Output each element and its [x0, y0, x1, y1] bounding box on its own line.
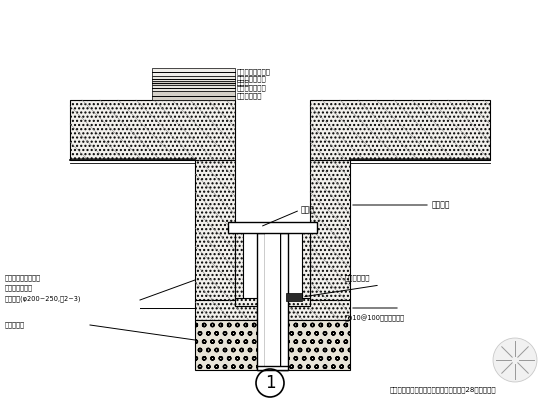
Bar: [70, 100, 235, 160]
Text: 钢管盖: 钢管盖: [301, 206, 315, 214]
Text: 降水钢管(φ200~250,厚2~3): 降水钢管(φ200~250,厚2~3): [5, 296, 82, 302]
Bar: [152, 91, 235, 100]
Bar: [257, 233, 265, 370]
Text: 粗砂、碎石: 粗砂、碎石: [5, 322, 25, 328]
Bar: [195, 320, 350, 370]
Bar: [257, 366, 288, 370]
Text: 自防水混凝土底板: 自防水混凝土底板: [237, 69, 271, 75]
Bar: [152, 81, 235, 85]
Bar: [152, 68, 235, 76]
Bar: [195, 300, 350, 320]
Bar: [302, 230, 310, 300]
Circle shape: [493, 338, 537, 382]
Text: 地下室底板施工完毕: 地下室底板施工完毕: [5, 275, 41, 281]
Bar: [243, 230, 302, 298]
Text: 水泥砂浆找平层: 水泥砂浆找平层: [237, 85, 267, 91]
Text: 水久砖槽: 水久砖槽: [432, 200, 450, 210]
Text: 插入级配碎石段: 插入级配碎石段: [5, 285, 33, 291]
Text: 注：降水钢管盖在地下室后浇带浇筑完毕28天后盖塞。: 注：降水钢管盖在地下室后浇带浇筑完毕28天后盖塞。: [390, 387, 497, 393]
Text: 1: 1: [265, 374, 276, 392]
Bar: [265, 233, 280, 370]
Bar: [152, 85, 235, 91]
Bar: [286, 293, 302, 301]
Text: 素混凝土垫层: 素混凝土垫层: [237, 92, 263, 99]
Bar: [310, 100, 490, 160]
Bar: [235, 298, 310, 306]
Bar: [195, 160, 235, 300]
Text: 遇水膨胀橡胶: 遇水膨胀橡胶: [345, 275, 371, 281]
Bar: [280, 233, 288, 370]
Text: 钻φ10@100过水孔至垫层: 钻φ10@100过水孔至垫层: [345, 314, 405, 322]
Bar: [152, 76, 235, 81]
Bar: [310, 160, 350, 300]
Text: 防水层: 防水层: [237, 80, 250, 86]
Text: 水泥砂浆保护层: 水泥砂浆保护层: [237, 75, 267, 82]
Bar: [228, 222, 317, 233]
Bar: [235, 230, 243, 300]
